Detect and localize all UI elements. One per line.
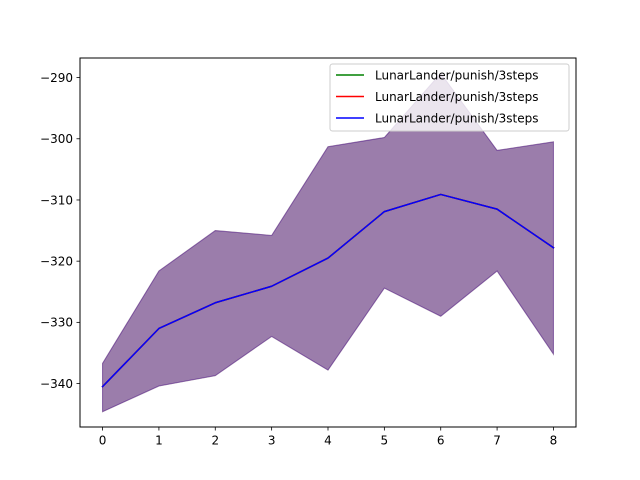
x-tick-label: 4 [324, 434, 332, 448]
y-axis: −340 −330 −320 −310 −300 −290 [40, 71, 80, 391]
x-tick-label: 1 [155, 434, 163, 448]
x-tick-label: 0 [99, 434, 107, 448]
x-tick-label: 8 [550, 434, 558, 448]
y-tick-label: −310 [40, 193, 73, 207]
legend: LunarLander/punish/3steps LunarLander/pun… [329, 63, 570, 132]
y-tick-label: −330 [40, 316, 73, 330]
line-series-2 [101, 193, 555, 388]
y-tick-label: −320 [40, 254, 73, 268]
legend-label-0: LunarLander/punish/3steps [375, 68, 539, 82]
series-lines [101, 193, 555, 388]
x-tick-label: 5 [381, 434, 389, 448]
band-series-0 [102, 72, 554, 413]
legend-label-1: LunarLander/punish/3steps [375, 90, 539, 104]
x-tick-label: 3 [268, 434, 276, 448]
band-series-2 [102, 72, 554, 413]
x-axis: 0 1 2 3 4 5 6 7 8 [99, 427, 558, 448]
y-tick-label: −340 [40, 377, 73, 391]
y-tick-label: −290 [40, 71, 73, 85]
plot-frame [79, 57, 577, 428]
band-series-1 [102, 72, 554, 413]
confidence-bands [102, 72, 554, 413]
y-tick-label: −300 [40, 132, 73, 146]
x-tick-label: 6 [437, 434, 445, 448]
legend-box [329, 63, 570, 132]
x-tick-label: 7 [493, 434, 501, 448]
legend-label-2: LunarLander/punish/3steps [375, 111, 539, 125]
x-tick-label: 2 [211, 434, 219, 448]
